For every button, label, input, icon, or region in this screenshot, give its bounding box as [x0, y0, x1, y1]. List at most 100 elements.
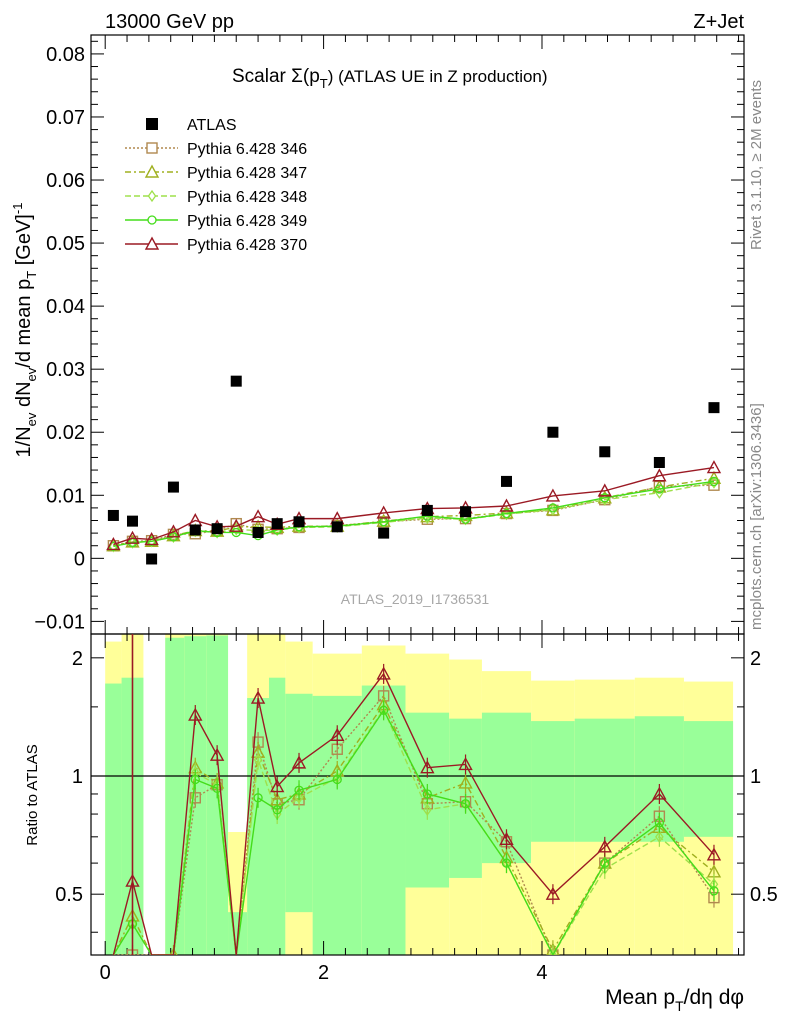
ratio-series-point-3 — [253, 793, 263, 803]
ratio-series-point-4 — [250, 690, 266, 704]
main-series-point-3 — [709, 476, 719, 487]
main-series-point-3 — [501, 508, 512, 519]
ratio-series-point-4 — [597, 839, 612, 853]
main-series-point-3 — [231, 527, 241, 538]
mcplots-label: mcplots.cern.ch [arXiv:1306.3436] — [748, 403, 765, 630]
x-tick-label: 0 — [100, 962, 111, 984]
main-series-point-4 — [144, 531, 159, 546]
ratio-uncertainty-bands — [105, 634, 734, 955]
ratio-series-point-4 — [376, 666, 391, 680]
main-y-axis-title: 1/Nev dNev/d mean pT [GeV]-1 — [10, 203, 39, 458]
main-series-line-4 — [113, 466, 715, 546]
main-series-point-2 — [379, 516, 388, 529]
atlas-data-point — [271, 518, 283, 530]
legend-label-0: Pythia 6.428 346 — [187, 141, 307, 158]
band-green-10 — [361, 685, 406, 955]
main-y-tick-label: 0.04 — [46, 296, 85, 318]
atlas-data-point — [293, 516, 305, 528]
main-series-point-4 — [545, 488, 561, 502]
main-series-point-2 — [109, 540, 118, 553]
ratio-series-point-3 — [422, 789, 432, 799]
main-series-point-2 — [231, 523, 241, 536]
ratio-series-point-1 — [458, 775, 473, 789]
legend-marker-1 — [144, 164, 160, 178]
main-series-point-2 — [169, 530, 178, 544]
band-green-2 — [165, 637, 185, 955]
ratio-y-tick-label-right: 1 — [750, 766, 761, 788]
main-series-point-4 — [706, 460, 722, 474]
ratio-series-point-3 — [332, 774, 342, 785]
main-series-point-2 — [709, 476, 719, 489]
ratio-frame — [90, 633, 745, 956]
chart-title-tail: ) (ATLAS UE in Z production) — [328, 67, 548, 86]
ratio-series-point-2 — [548, 948, 558, 955]
chart-title: Scalar Σ(pT) (ATLAS UE in Z production) — [232, 66, 548, 91]
main-series-point-3 — [654, 484, 665, 494]
atlas-data-point — [211, 523, 223, 535]
ratio-series-point-4 — [188, 707, 203, 721]
atlas-data-point — [146, 553, 158, 565]
ratio-series-point-3 — [294, 785, 304, 795]
main-series-point-4 — [125, 530, 140, 544]
atlas-data-point — [599, 446, 611, 458]
main-series-point-4 — [652, 468, 667, 482]
ratio-series-point-4 — [420, 760, 435, 774]
ratio-series-point-2 — [423, 803, 432, 816]
legend-label-2: Pythia 6.428 348 — [187, 189, 307, 206]
main-series-point-4 — [499, 498, 514, 512]
ratio-y-tick-label-right: 2 — [750, 648, 761, 670]
ratio-series-point-4 — [706, 847, 722, 861]
atlas-data-point — [378, 527, 390, 539]
chart-title-sub: T — [320, 76, 328, 91]
legend: ATLAS Pythia 6.428 346 Pythia 6.428 347 Pyt… — [125, 117, 307, 254]
ratio-series-point-4 — [330, 727, 345, 741]
ratio-series-point-4 — [545, 886, 561, 900]
main-y-tick-label: −0.01 — [34, 611, 85, 633]
band-green-14 — [531, 721, 575, 842]
x-axis-title: Mean pT/dη dφ — [605, 986, 744, 1014]
main-series-point-4 — [166, 524, 181, 538]
main-series-point-0 — [708, 479, 720, 491]
main-series-point-4 — [376, 505, 391, 519]
atlas-data-point — [252, 526, 264, 538]
main-y-tick-label: 0.01 — [46, 485, 85, 507]
main-series-point-3 — [600, 493, 610, 503]
atlas-data-point — [421, 504, 433, 516]
ratio-series-point-0 — [189, 792, 201, 804]
atlas-data-point — [547, 426, 559, 438]
legend-marker-3 — [147, 215, 157, 225]
rivet-version-label: Rivet 3.1.10, ≥ 2M events — [748, 80, 765, 250]
atlas-data-point — [653, 456, 665, 468]
main-plot: −0.01 0 0.01 0.02 0.03 0.04 0.05 0.06 0.07 0.08 — [34, 34, 745, 635]
main-series-point-3 — [548, 503, 558, 513]
main-series-point-2 — [461, 513, 470, 526]
ratio-series-point-3 — [272, 805, 282, 815]
ratio-series-point-3 — [460, 799, 471, 809]
ratio-series-point-4 — [499, 831, 514, 845]
main-y-tick-label: 0.07 — [46, 107, 85, 129]
atlas-data-point — [107, 509, 119, 521]
atlas-data-point — [189, 524, 201, 536]
ratio-y-tick-label: 0.5 — [55, 884, 83, 906]
ratio-y-tick-label-right: 0.5 — [750, 884, 778, 906]
legend-label-1: Pythia 6.428 347 — [187, 165, 307, 182]
ratio-series-point-2 — [253, 753, 263, 766]
chart-title-main: Scalar Σ(p — [232, 66, 320, 87]
ratio-series-point-4 — [270, 779, 285, 793]
atlas-data-point — [126, 515, 138, 527]
ratio-series-point-2 — [294, 791, 304, 804]
ratio-series-point-3 — [501, 858, 512, 868]
legend-marker-atlas — [146, 118, 158, 130]
main-y-tick-label: 0.02 — [46, 422, 85, 444]
main-series-point-4 — [597, 483, 612, 497]
main-series-point-2 — [128, 536, 137, 549]
main-series-line-2 — [113, 481, 715, 548]
band-green-0 — [105, 683, 122, 955]
ratio-series-point-3 — [654, 818, 665, 828]
ratio-y-axis-title: Ratio to ATLAS — [24, 744, 41, 845]
main-y-tick-label: 0.05 — [46, 233, 85, 255]
main-y-tick-label: 0.08 — [46, 44, 85, 66]
main-series-point-4 — [106, 537, 121, 551]
